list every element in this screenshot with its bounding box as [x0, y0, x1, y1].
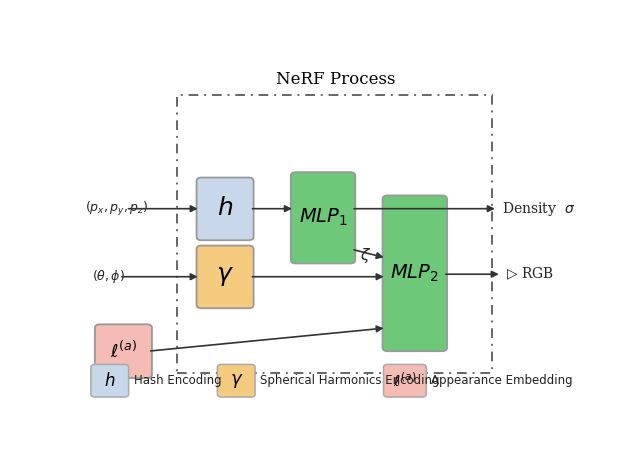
Text: $\triangleright$ RGB: $\triangleright$ RGB [506, 266, 554, 282]
Text: $MLP_2$: $MLP_2$ [390, 263, 439, 284]
Text: $(\theta, \phi)$: $(\theta, \phi)$ [92, 268, 125, 285]
Text: Density  $\sigma$: Density $\sigma$ [502, 199, 575, 218]
Text: Appearance Embedding: Appearance Embedding [431, 374, 573, 387]
Text: $MLP_1$: $MLP_1$ [299, 207, 348, 228]
Text: $\ell^{(a)}$: $\ell^{(a)}$ [393, 372, 417, 390]
Text: $\gamma$: $\gamma$ [216, 266, 234, 288]
FancyBboxPatch shape [291, 172, 355, 264]
FancyBboxPatch shape [383, 365, 426, 397]
Text: $(p_x, p_y, p_z)$: $(p_x, p_y, p_z)$ [85, 199, 148, 218]
Text: $\zeta$: $\zeta$ [360, 246, 371, 265]
FancyBboxPatch shape [95, 325, 152, 378]
FancyBboxPatch shape [196, 178, 253, 240]
FancyBboxPatch shape [383, 195, 447, 351]
Text: $\gamma$: $\gamma$ [230, 372, 243, 390]
FancyBboxPatch shape [91, 365, 129, 397]
FancyBboxPatch shape [218, 365, 255, 397]
Text: $h$: $h$ [217, 197, 233, 220]
Text: Spherical Harmonics Encoding: Spherical Harmonics Encoding [260, 374, 440, 387]
Text: $\ell^{(a)}$: $\ell^{(a)}$ [109, 340, 137, 362]
Text: NeRF Process: NeRF Process [276, 71, 395, 87]
Text: Hash Encoding: Hash Encoding [134, 374, 221, 387]
FancyBboxPatch shape [196, 246, 253, 308]
Text: $h$: $h$ [104, 372, 115, 390]
